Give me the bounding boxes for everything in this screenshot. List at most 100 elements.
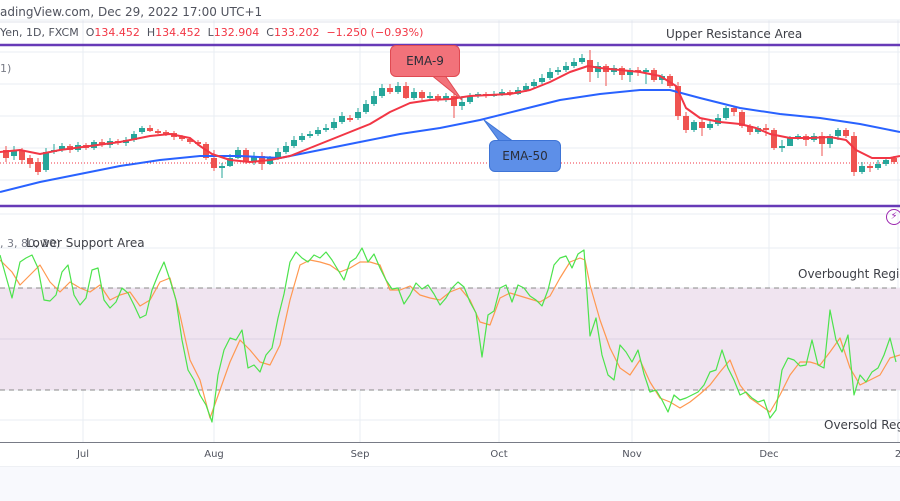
candle-body [131,134,137,140]
candle-body [419,92,425,98]
candle-body [339,116,345,122]
lightning-icon[interactable]: ⚡ [886,209,900,225]
oscillator-params: , 3, 80, 20) [0,237,61,250]
candle-body [459,102,465,106]
candle-body [3,150,9,158]
candle-body [371,96,377,104]
candle-body [595,66,601,72]
ema50-label: EMA-50 [502,149,548,163]
time-axis-label: Jul [76,449,90,460]
candle-body [699,122,705,128]
candle-body [443,96,449,100]
candle-body [315,130,321,134]
low-label: L [207,26,214,39]
candle-body [387,88,393,92]
ema9-label: EMA-9 [406,54,444,68]
candle-body [235,150,241,158]
candle-body [835,130,841,136]
overbought-label: Overbought Regio [798,267,900,281]
candle-body [299,136,305,140]
candle-body [771,130,777,148]
candle-body [435,96,441,100]
stoch-d-line [0,257,900,419]
candle-body [547,72,553,78]
candle-body [891,158,897,162]
footer-bar [0,466,900,501]
candle-body [819,136,825,144]
lower-support-label: Lower Support Area [26,236,145,250]
candle-body [19,151,25,160]
candle-body [155,131,161,133]
indicator-params: 1) [0,62,12,75]
candle-body [355,112,361,118]
candle-body [307,134,313,136]
candle-body [187,139,193,142]
candle-body [467,96,473,102]
candle-body [763,128,769,130]
high-label: H [146,26,156,39]
candle-body [59,146,65,150]
candle-body [883,160,889,164]
source-timestamp: adingView.com, Dec 29, 2022 17:00 UTC+1 [0,5,263,19]
ema9-line [0,65,900,163]
candle-body [675,86,681,116]
change-value: −1.250 (−0.93%) [326,26,424,39]
candle-body [395,86,401,92]
candle-body [779,146,785,148]
close-value: 133.202 [273,26,320,39]
candle-body [867,166,873,168]
candle-body [403,86,409,98]
candle-body [643,70,649,72]
candle-body [347,118,353,120]
candle-body [427,96,433,98]
time-axis-label: Dec [759,449,779,460]
candle-body [539,78,545,82]
ema9-callout: EMA-9 [390,45,460,77]
candle-body [843,130,849,136]
candle-body [707,124,713,128]
candle-body [555,70,561,72]
stoch-k-line [0,247,897,423]
time-axis[interactable]: Jul Aug Sep Oct Nov Dec 2 [0,442,900,467]
ohlc-legend: Yen, 1D, FXCM O134.452 H134.452 L132.904 C13… [0,26,423,44]
candle-body [43,152,49,170]
low-value: 132.904 [213,26,260,39]
close-label: C [266,26,274,39]
candle-body [411,92,417,98]
candle-body [211,158,217,168]
candle-body [147,128,153,131]
candle-body [827,136,833,144]
candle-body [323,128,329,130]
candle-body [731,108,737,112]
candle-body [27,158,33,164]
candle-body [451,96,457,106]
candle-body [691,122,697,130]
candle-body [283,146,289,152]
candle-body [363,104,369,112]
high-value: 134.452 [155,26,201,39]
candle-body [667,76,673,86]
candle-body [851,136,857,172]
oversold-label: Oversold Regi [824,418,900,432]
candle-body [139,128,145,132]
candle-body [251,156,257,162]
candle-body [523,86,529,90]
open-label: O [85,26,95,39]
time-axis-label: 2 [894,449,900,460]
open-value: 134.452 [94,26,140,39]
time-axis-label: Nov [622,449,642,460]
ema50-callout: EMA-50 [489,140,561,172]
candle-body [723,108,729,118]
candle-body [787,138,793,146]
candle-body [227,158,233,166]
candle-body [739,112,745,126]
candle-body [35,162,41,172]
chart-canvas[interactable] [0,0,900,442]
candle-body [331,122,337,128]
candle-body [11,150,17,156]
ema50-line [0,89,900,193]
candle-body [747,126,753,132]
time-axis-label: Aug [204,449,224,460]
candle-body [195,142,201,144]
symbol-label: Yen, 1D, FXCM [0,26,79,39]
